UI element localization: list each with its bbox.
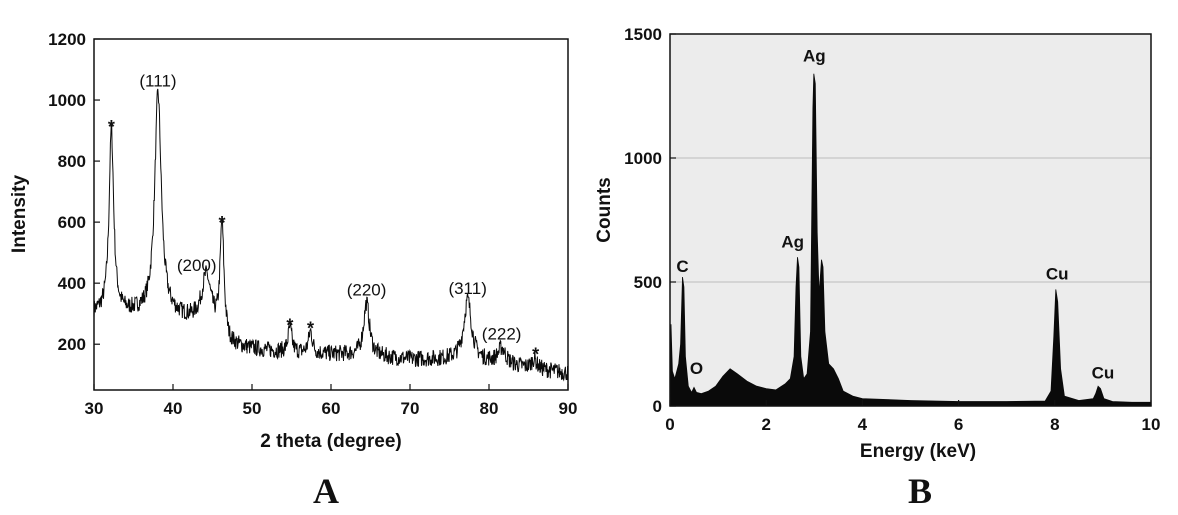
panel-b-x-tick-label: 10 (1142, 415, 1161, 434)
panel-b-x-axis-title: Energy (keV) (860, 441, 976, 462)
panel-b-element-label: C (676, 257, 688, 276)
panel-b-element-label: Ag (781, 232, 804, 251)
panel-b-gridlines (670, 157, 1151, 283)
panel-a-star-marker: * (218, 213, 225, 233)
panel-b-plot-frame (669, 33, 1152, 407)
panel-a-y-axis-title: Intensity (9, 175, 30, 254)
panel-a-x-tick-label: 30 (85, 399, 104, 418)
panel-a-axis-ticks: 30 40 50 60 70 80 90 200 400 600 800 1000 1200 (48, 30, 577, 418)
panel-b-x-tick-label: 4 (858, 415, 868, 434)
panel-b-y-tick-label: 1000 (624, 149, 662, 168)
panel-b-element-labels: C O Ag Ag Cu Cu (676, 46, 1114, 382)
panel-a-x-tick-label: 90 (559, 399, 578, 418)
panel-a-label: A (313, 471, 339, 511)
panel-b-y-tick-label: 500 (634, 273, 662, 292)
panel-a-y-tick-label: 1200 (48, 30, 86, 49)
panel-b-x-tick-label: 0 (665, 415, 674, 434)
panel-b-plot-background (670, 34, 1151, 406)
panel-b-element-label: O (690, 359, 703, 378)
panel-a-star-marker: * (532, 344, 539, 364)
panel-b-eds-spectrum (669, 73, 1152, 407)
panel-a-x-tick-label: 60 (322, 399, 341, 418)
panel-b-element-label: Cu (1092, 364, 1115, 383)
panel-a-star-marker: * (108, 117, 115, 137)
panel-b-x-tick-label: 8 (1050, 415, 1059, 434)
panel-a-y-tick-label: 400 (58, 274, 86, 293)
panel-a-peak-annotations: * (111) (200) * * * (220) (311) (222) * (108, 71, 539, 364)
panel-a-peak-label: (311) (448, 279, 486, 298)
panel-a-xrd-pattern (93, 88, 569, 382)
panel-a-y-tick-label: 800 (58, 152, 86, 171)
panel-a-y-tick-label: 200 (58, 335, 86, 354)
panel-b-y-tick-label: 0 (653, 397, 662, 416)
panel-a-x-tick-label: 40 (164, 399, 183, 418)
panel-b-chart: 0 2 4 6 8 10 0 500 1000 1500 C O Ag Ag Cu Cu Energy (k… (594, 25, 1160, 511)
panel-a-peak-label: (111) (139, 71, 176, 90)
panel-a-peak-label: (222) (482, 325, 522, 344)
panel-a-x-tick-label: 80 (480, 399, 499, 418)
panel-b-element-label: Cu (1046, 265, 1069, 284)
panel-b-axis-ticks: 0 2 4 6 8 10 0 500 1000 1500 (624, 25, 1160, 434)
panel-b-y-tick-label: 1500 (624, 25, 662, 44)
panel-b-x-tick-label: 2 (761, 415, 770, 434)
panel-a-x-tick-label: 50 (243, 399, 262, 418)
panel-a-star-marker: * (286, 315, 293, 335)
panel-a-x-axis-title: 2 theta (degree) (260, 431, 401, 452)
panel-a-peak-label: (220) (347, 280, 387, 299)
panel-b-label: B (908, 471, 932, 511)
panel-a-x-tick-label: 70 (401, 399, 420, 418)
panel-a-star-marker: * (307, 318, 314, 338)
panel-b-x-tick-label: 6 (954, 415, 963, 434)
panel-a-peak-label: (200) (177, 256, 217, 275)
panel-a-y-tick-label: 600 (58, 213, 86, 232)
panel-a-y-tick-label: 1000 (48, 91, 86, 110)
panel-a-chart: 30 40 50 60 70 80 90 200 400 600 800 1000 1200 * (111… (9, 30, 577, 511)
panel-b-element-label: Ag (803, 46, 826, 65)
panel-b-y-axis-title: Counts (594, 177, 615, 242)
